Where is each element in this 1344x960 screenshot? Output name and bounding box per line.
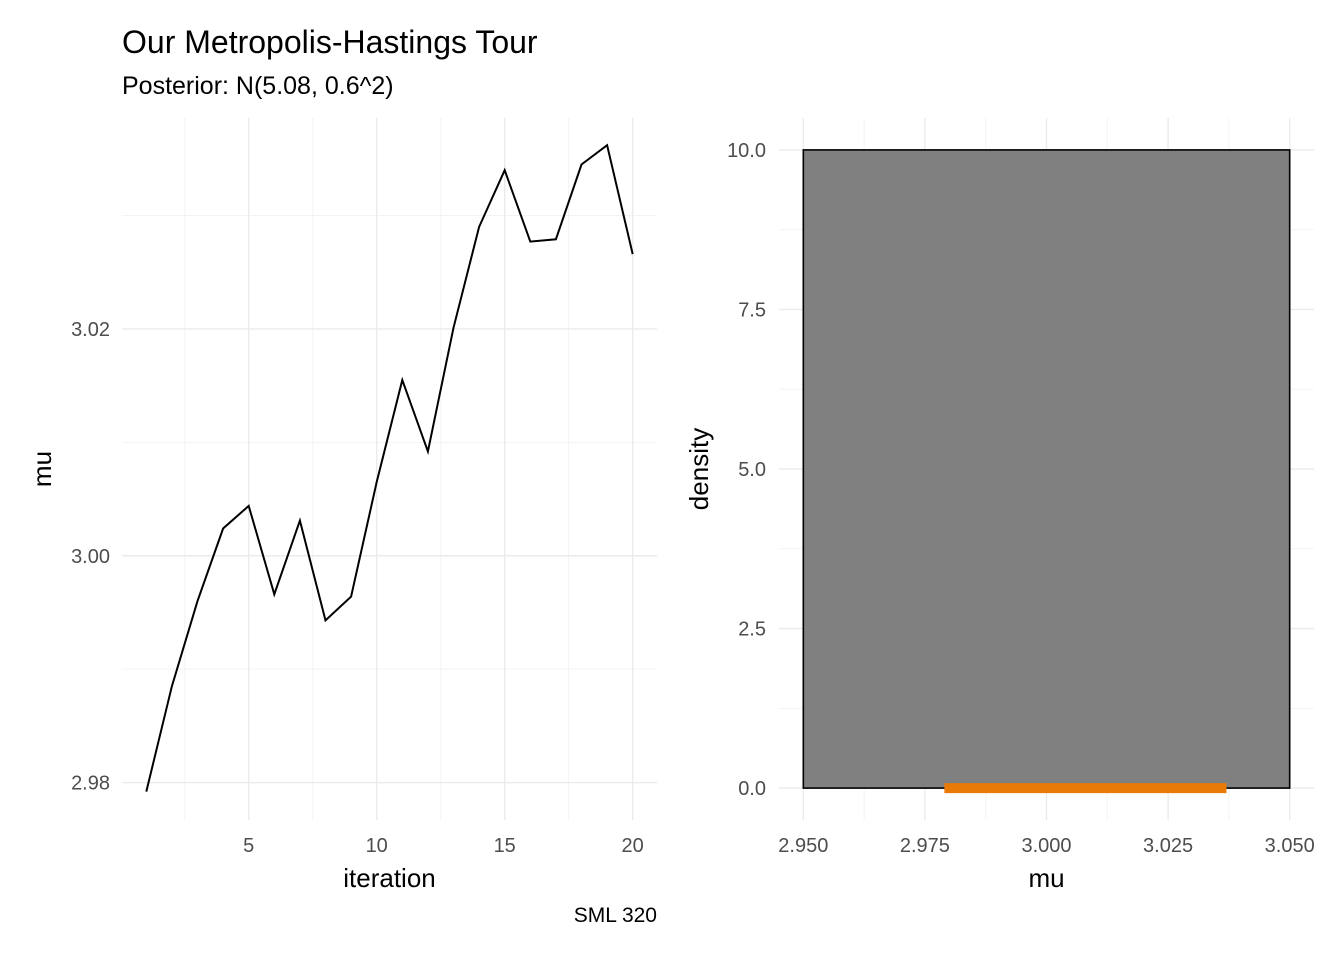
y-tick-label: 7.5 (738, 299, 766, 321)
x-tick-label: 3.025 (1143, 835, 1193, 857)
x-tick-label: 2.950 (778, 835, 828, 857)
y-tick-label: 10.0 (727, 140, 766, 162)
x-tick-label: 20 (622, 835, 644, 857)
y-tick-label: 2.98 (71, 773, 110, 795)
trace-plot-panel: 5 10 15 20 2.98 3.00 3.02 iteration mu (27, 118, 657, 893)
trace-line (145, 143, 634, 792)
x-tick-label: 15 (494, 835, 516, 857)
y-tick-label: 3.00 (71, 546, 110, 568)
y-axis-label: mu (27, 451, 57, 487)
y-tick-label: 5.0 (738, 459, 766, 481)
y-tick-label: 0.0 (738, 778, 766, 800)
x-axis-label: mu (1028, 863, 1064, 893)
x-tick-label: 2.975 (900, 835, 950, 857)
x-tick-label: 10 (366, 835, 388, 857)
histogram-panel: 2.950 2.975 3.000 3.025 3.050 0.0 2.5 5.0 7.5 10.… (684, 118, 1315, 893)
y-tick-label: 3.02 (71, 319, 110, 341)
chart-subtitle: Posterior: N(5.08, 0.6^2) (122, 72, 394, 100)
histogram-bar (802, 149, 1291, 789)
y-tick-label: 2.5 (738, 619, 766, 641)
x-axis-label: iteration (343, 863, 436, 893)
x-tick-label: 5 (243, 835, 254, 857)
x-tick-label: 3.050 (1265, 835, 1315, 857)
y-axis-label: density (684, 428, 714, 510)
chart-title: Our Metropolis-Hastings Tour (122, 24, 538, 60)
caption: SML 320 (573, 904, 657, 927)
x-tick-label: 3.000 (1021, 835, 1071, 857)
